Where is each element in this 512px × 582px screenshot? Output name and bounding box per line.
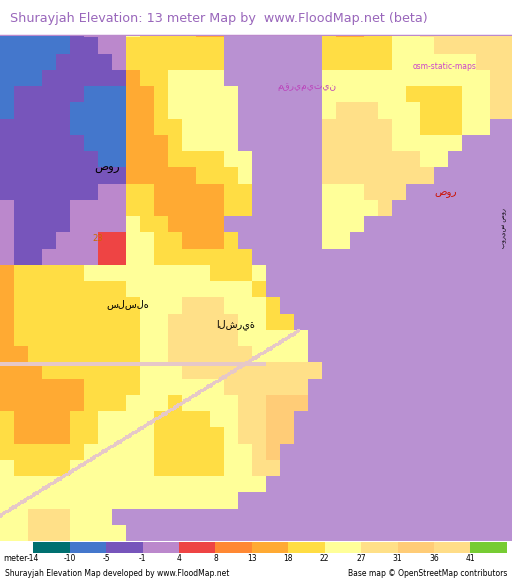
Text: 4: 4 xyxy=(177,554,181,563)
Text: -10: -10 xyxy=(63,554,76,563)
Text: 23: 23 xyxy=(92,233,102,243)
Bar xyxy=(325,542,361,553)
Text: 18: 18 xyxy=(284,554,293,563)
Text: -5: -5 xyxy=(102,554,110,563)
Bar xyxy=(471,542,507,553)
Text: الشرية: الشرية xyxy=(216,318,255,329)
Bar xyxy=(434,542,471,553)
Text: Shurayjah Elevation Map developed by www.FloodMap.net: Shurayjah Elevation Map developed by www… xyxy=(5,569,229,578)
Text: Base map © OpenStreetMap contributors: Base map © OpenStreetMap contributors xyxy=(348,569,507,578)
Text: 13: 13 xyxy=(247,554,257,563)
Text: صور: صور xyxy=(95,161,120,174)
Bar xyxy=(361,542,398,553)
Bar xyxy=(252,542,288,553)
Text: 22: 22 xyxy=(320,554,330,563)
Text: -1: -1 xyxy=(139,554,146,563)
Bar xyxy=(398,542,434,553)
Text: osm-static-maps: osm-static-maps xyxy=(412,62,476,71)
Text: 36: 36 xyxy=(429,554,439,563)
Bar xyxy=(33,542,70,553)
Bar xyxy=(142,542,179,553)
Text: Shurayjah Elevation: 13 meter Map by  www.FloodMap.net (beta): Shurayjah Elevation: 13 meter Map by www… xyxy=(10,12,428,24)
Text: سلسله: سلسله xyxy=(106,299,150,309)
Bar xyxy=(70,542,106,553)
Text: 8: 8 xyxy=(213,554,218,563)
Text: -14: -14 xyxy=(27,554,39,563)
Text: بوريس صور: بوريس صور xyxy=(502,208,507,248)
Bar xyxy=(288,542,325,553)
Bar xyxy=(179,542,216,553)
Text: 41: 41 xyxy=(465,554,475,563)
Text: مقريميتين: مقريميتين xyxy=(278,82,337,91)
Bar xyxy=(216,542,252,553)
Text: 27: 27 xyxy=(356,554,366,563)
Text: صور: صور xyxy=(434,187,457,198)
Text: 31: 31 xyxy=(393,554,402,563)
Bar xyxy=(106,542,142,553)
Text: meter: meter xyxy=(4,554,28,563)
